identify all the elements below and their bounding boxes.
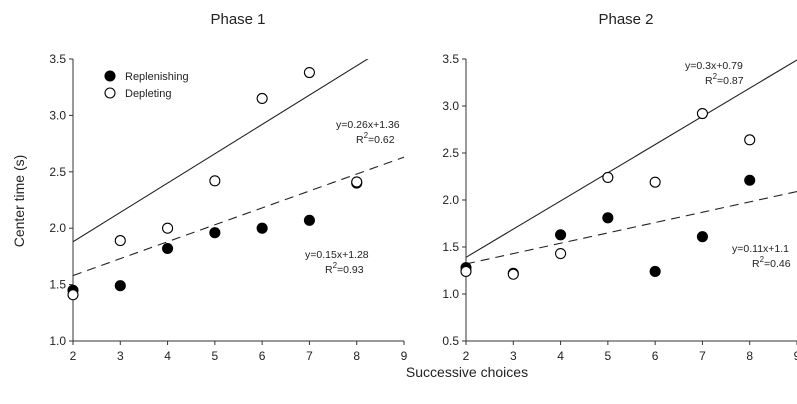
y-tick-label: 2.0 [49, 221, 66, 235]
data-point-replenishing [114, 280, 126, 292]
x-tick-label: 4 [557, 349, 564, 363]
y-tick-label: 0.5 [442, 334, 459, 348]
x-tick-label: 5 [605, 349, 612, 363]
legend-marker-depleting [104, 87, 116, 99]
x-tick-label: 2 [463, 349, 470, 363]
fit-equation: y=0.15x+1.28 [305, 249, 369, 261]
data-point-depleting [351, 176, 363, 188]
fit-line-replenishing [466, 191, 797, 265]
data-point-depleting [696, 107, 708, 120]
fit-line-depleting [73, 59, 369, 243]
x-tick-label: 6 [259, 349, 266, 363]
data-point-replenishing [303, 214, 315, 226]
x-axis-label: Successive choices [406, 364, 528, 380]
data-point-replenishing [649, 265, 661, 277]
x-tick-label: 8 [353, 349, 360, 363]
x-tick-label: 6 [652, 349, 659, 363]
data-point-replenishing [162, 242, 174, 255]
y-tick-label: 2.0 [442, 193, 459, 207]
data-point-depleting [460, 265, 472, 277]
fit-equation: y=0.11x+1.1 [732, 243, 789, 255]
data-point-depleting [162, 222, 174, 234]
data-point-replenishing [602, 212, 614, 224]
x-tick-label: 8 [746, 349, 753, 363]
data-point-depleting [209, 175, 221, 187]
y-tick-label: 1.5 [442, 240, 459, 254]
y-tick-label: 3.5 [49, 52, 66, 66]
y-tick-label: 3.0 [49, 108, 66, 122]
y-tick-label: 3.5 [442, 52, 459, 66]
x-tick-label: 2 [70, 349, 77, 363]
y-tick-label: 1.0 [49, 334, 66, 348]
x-tick-label: 9 [794, 349, 797, 363]
fit-equation: y=0.26x+1.36 [336, 119, 400, 131]
panel-title: Phase 2 [598, 11, 653, 28]
fit-r-squared: R2=0.87 [705, 72, 744, 87]
data-point-replenishing [256, 222, 268, 234]
y-tick-label: 2.5 [49, 165, 66, 179]
data-point-depleting [67, 289, 79, 301]
data-point-depleting [256, 92, 268, 105]
data-point-depleting [555, 248, 567, 260]
fit-r-squared: R2=0.62 [356, 131, 395, 146]
data-point-replenishing [744, 174, 756, 186]
fit-line-depleting [466, 59, 797, 258]
x-tick-label: 7 [306, 349, 313, 363]
data-point-depleting [507, 268, 519, 280]
data-point-replenishing [555, 229, 567, 241]
data-point-depleting [114, 235, 126, 247]
y-axis-label: Center time (s) [11, 155, 27, 248]
fit-line-replenishing [73, 156, 404, 277]
legend-marker-replenishing [104, 70, 116, 82]
panel-title: Phase 1 [210, 11, 265, 28]
legend-label-replenishing: Replenishing [125, 71, 189, 83]
x-tick-label: 7 [699, 349, 706, 363]
data-point-replenishing [209, 227, 221, 239]
y-tick-label: 3.0 [442, 99, 459, 113]
fit-r-squared: R2=0.93 [325, 261, 364, 276]
data-point-depleting [744, 134, 756, 146]
fit-r-squared: R2=0.46 [752, 255, 791, 270]
y-tick-label: 1.5 [49, 278, 66, 292]
data-point-replenishing [696, 231, 708, 243]
x-tick-label: 9 [401, 349, 408, 363]
data-point-depleting [303, 66, 315, 79]
phase-1-panel: Phase 1 1.0 1.5 2.0 2.5 3.0 3.5 2 3 4 5 6 7 8 9 y=0.15x… [49, 11, 407, 363]
y-tick-label: 1.0 [442, 287, 459, 301]
x-tick-label: 3 [117, 349, 124, 363]
data-point-depleting [602, 171, 614, 183]
phase-2-panel: Phase 2 0.5 1.0 1.5 2.0 2.5 3.0 3.5 2 3 4 5 6 7 8 9 y=0.… [442, 11, 797, 363]
y-tick-label: 2.5 [442, 146, 459, 160]
x-tick-label: 4 [164, 349, 171, 363]
data-point-depleting [649, 176, 661, 188]
legend-label-depleting: Depleting [125, 88, 171, 100]
x-tick-label: 3 [510, 349, 517, 363]
x-tick-label: 5 [212, 349, 219, 363]
fit-equation: y=0.3x+0.79 [685, 60, 743, 72]
